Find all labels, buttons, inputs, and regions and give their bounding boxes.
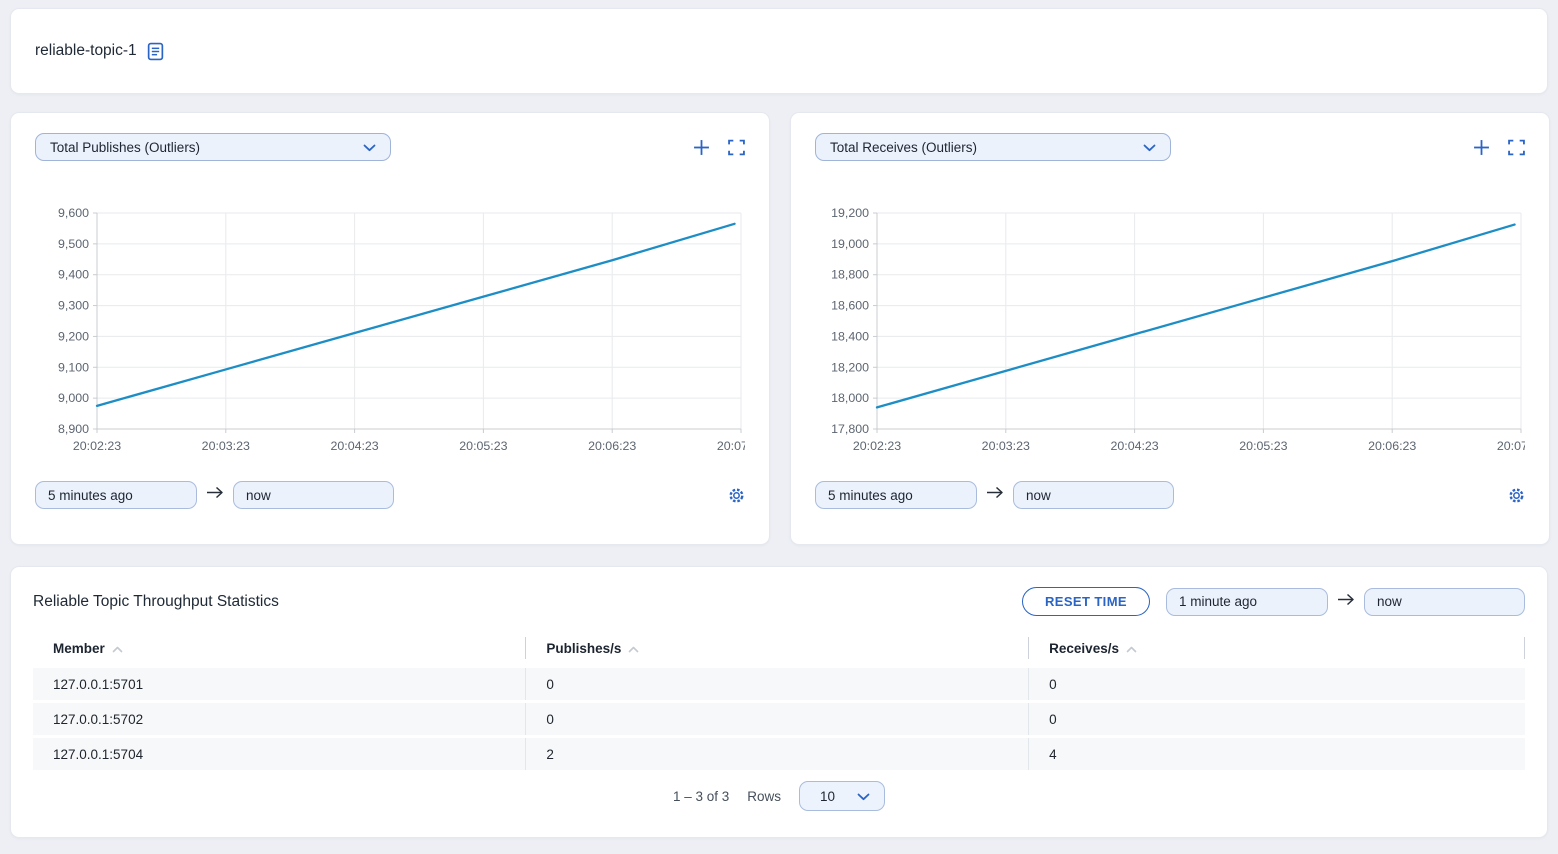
table-cell: 127.0.0.1:5704 xyxy=(53,746,144,762)
pagination: 1 – 3 of 3 Rows 10 xyxy=(33,781,1525,811)
chevron-down-icon xyxy=(857,789,870,804)
metric-select-label: Total Publishes (Outliers) xyxy=(50,139,201,155)
table-cell: 0 xyxy=(525,668,1028,700)
table-cell: 0 xyxy=(525,703,1028,735)
receives-chart-card: Total Receives (Outliers) 17,800 18,000 18… xyxy=(790,112,1550,545)
svg-text:18,200: 18,200 xyxy=(831,360,869,374)
expand-icon[interactable] xyxy=(728,139,745,156)
time-from-input[interactable] xyxy=(35,481,197,509)
svg-text:20:03:23: 20:03:23 xyxy=(982,439,1030,453)
svg-text:9,500: 9,500 xyxy=(58,237,89,251)
table-time-to-input[interactable] xyxy=(1364,587,1525,616)
table-row[interactable]: 127.0.0.1:5701 0 0 xyxy=(33,668,1525,700)
table-cell: 4 xyxy=(1028,738,1525,770)
time-from-input[interactable] xyxy=(815,481,977,509)
document-icon[interactable] xyxy=(147,42,164,61)
reset-time-button[interactable]: RESET TIME xyxy=(1021,587,1150,616)
table-header-row: Member Publishes/s Receives/s xyxy=(33,635,1525,661)
table-title: Reliable Topic Throughput Statistics xyxy=(33,592,279,610)
svg-text:18,000: 18,000 xyxy=(831,391,869,405)
table-cell: 127.0.0.1:5701 xyxy=(53,676,144,692)
chevron-down-icon xyxy=(363,140,376,155)
time-to-input[interactable] xyxy=(1013,481,1174,509)
publishes-chart-card: Total Publishes (Outliers) 8,900 9,000 9,1… xyxy=(10,112,770,545)
svg-text:17,800: 17,800 xyxy=(831,422,869,436)
metric-select-receives[interactable]: Total Receives (Outliers) xyxy=(815,133,1171,161)
svg-text:20:06:23: 20:06:23 xyxy=(588,439,636,453)
table-time-from-input[interactable] xyxy=(1166,587,1328,616)
table-cell: 127.0.0.1:5702 xyxy=(53,711,144,727)
metric-select-publishes[interactable]: Total Publishes (Outliers) xyxy=(35,133,391,161)
svg-text:9,100: 9,100 xyxy=(58,360,89,374)
charts-row: Total Publishes (Outliers) 8,900 9,000 9,1… xyxy=(10,112,1550,545)
svg-text:9,600: 9,600 xyxy=(58,206,89,220)
svg-text:20:02:23: 20:02:23 xyxy=(73,439,121,453)
expand-icon[interactable] xyxy=(1508,139,1525,156)
svg-text:20:02:23: 20:02:23 xyxy=(853,439,901,453)
chevron-up-icon xyxy=(628,641,639,656)
svg-text:19,200: 19,200 xyxy=(831,206,869,220)
chevron-up-icon xyxy=(112,641,123,656)
add-chart-button[interactable] xyxy=(1473,139,1490,156)
table-cell: 0 xyxy=(1028,668,1525,700)
svg-text:18,400: 18,400 xyxy=(831,329,869,343)
table-row[interactable]: 127.0.0.1:5704 2 4 xyxy=(33,738,1525,770)
svg-text:18,800: 18,800 xyxy=(831,268,869,282)
svg-text:9,200: 9,200 xyxy=(58,329,89,343)
line-chart-publishes: 8,900 9,000 9,100 9,200 9,300 9,400 9,500 9,600… xyxy=(58,206,745,453)
svg-text:20:06:23: 20:06:23 xyxy=(1368,439,1416,453)
svg-text:20:03:23: 20:03:23 xyxy=(202,439,250,453)
page-size-value: 10 xyxy=(820,788,836,804)
arrow-right-icon xyxy=(1337,593,1355,611)
svg-text:20:05:23: 20:05:23 xyxy=(459,439,507,453)
svg-text:20:04:23: 20:04:23 xyxy=(1110,439,1158,453)
svg-text:20:04:23: 20:04:23 xyxy=(330,439,378,453)
svg-text:20:07:23: 20:07:23 xyxy=(1497,439,1525,453)
svg-text:8,900: 8,900 xyxy=(58,422,89,436)
svg-text:9,400: 9,400 xyxy=(58,268,89,282)
throughput-stats-card: Reliable Topic Throughput Statistics RES… xyxy=(10,566,1548,838)
line-chart-receives: 17,800 18,000 18,200 18,400 18,600 18,800 19,0… xyxy=(831,206,1525,453)
topic-name: reliable-topic-1 xyxy=(35,42,137,59)
svg-text:9,300: 9,300 xyxy=(58,299,89,313)
svg-text:19,000: 19,000 xyxy=(831,237,869,251)
add-chart-button[interactable] xyxy=(693,139,710,156)
page-title: reliable-topic-1 xyxy=(35,42,164,61)
svg-text:20:05:23: 20:05:23 xyxy=(1239,439,1287,453)
rows-label: Rows xyxy=(747,788,782,804)
metric-select-label: Total Receives (Outliers) xyxy=(830,139,978,155)
column-header-member[interactable]: Member xyxy=(33,637,525,659)
gear-icon[interactable] xyxy=(1508,487,1525,504)
table-body: 127.0.0.1:5701 0 0 127.0.0.1:5702 0 0 127.0.0.… xyxy=(33,668,1525,770)
chevron-down-icon xyxy=(1143,140,1156,155)
table-row[interactable]: 127.0.0.1:5702 0 0 xyxy=(33,703,1525,735)
svg-text:20:07:23: 20:07:23 xyxy=(717,439,745,453)
topic-header-card: reliable-topic-1 xyxy=(10,8,1548,94)
gear-icon[interactable] xyxy=(728,487,745,504)
svg-text:18,600: 18,600 xyxy=(831,299,869,313)
pagination-range: 1 – 3 of 3 xyxy=(672,788,730,804)
chevron-up-icon xyxy=(1126,641,1137,656)
table-cell: 2 xyxy=(525,738,1028,770)
throughput-table: Member Publishes/s Receives/s 127.0.0.1:… xyxy=(33,635,1525,770)
column-header-receives[interactable]: Receives/s xyxy=(1028,637,1525,659)
arrow-right-icon xyxy=(986,486,1004,504)
time-to-input[interactable] xyxy=(233,481,394,509)
column-header-publishes[interactable]: Publishes/s xyxy=(525,637,1028,659)
arrow-right-icon xyxy=(206,486,224,504)
svg-text:9,000: 9,000 xyxy=(58,391,89,405)
page-size-select[interactable]: 10 xyxy=(799,781,886,811)
table-cell: 0 xyxy=(1028,703,1525,735)
